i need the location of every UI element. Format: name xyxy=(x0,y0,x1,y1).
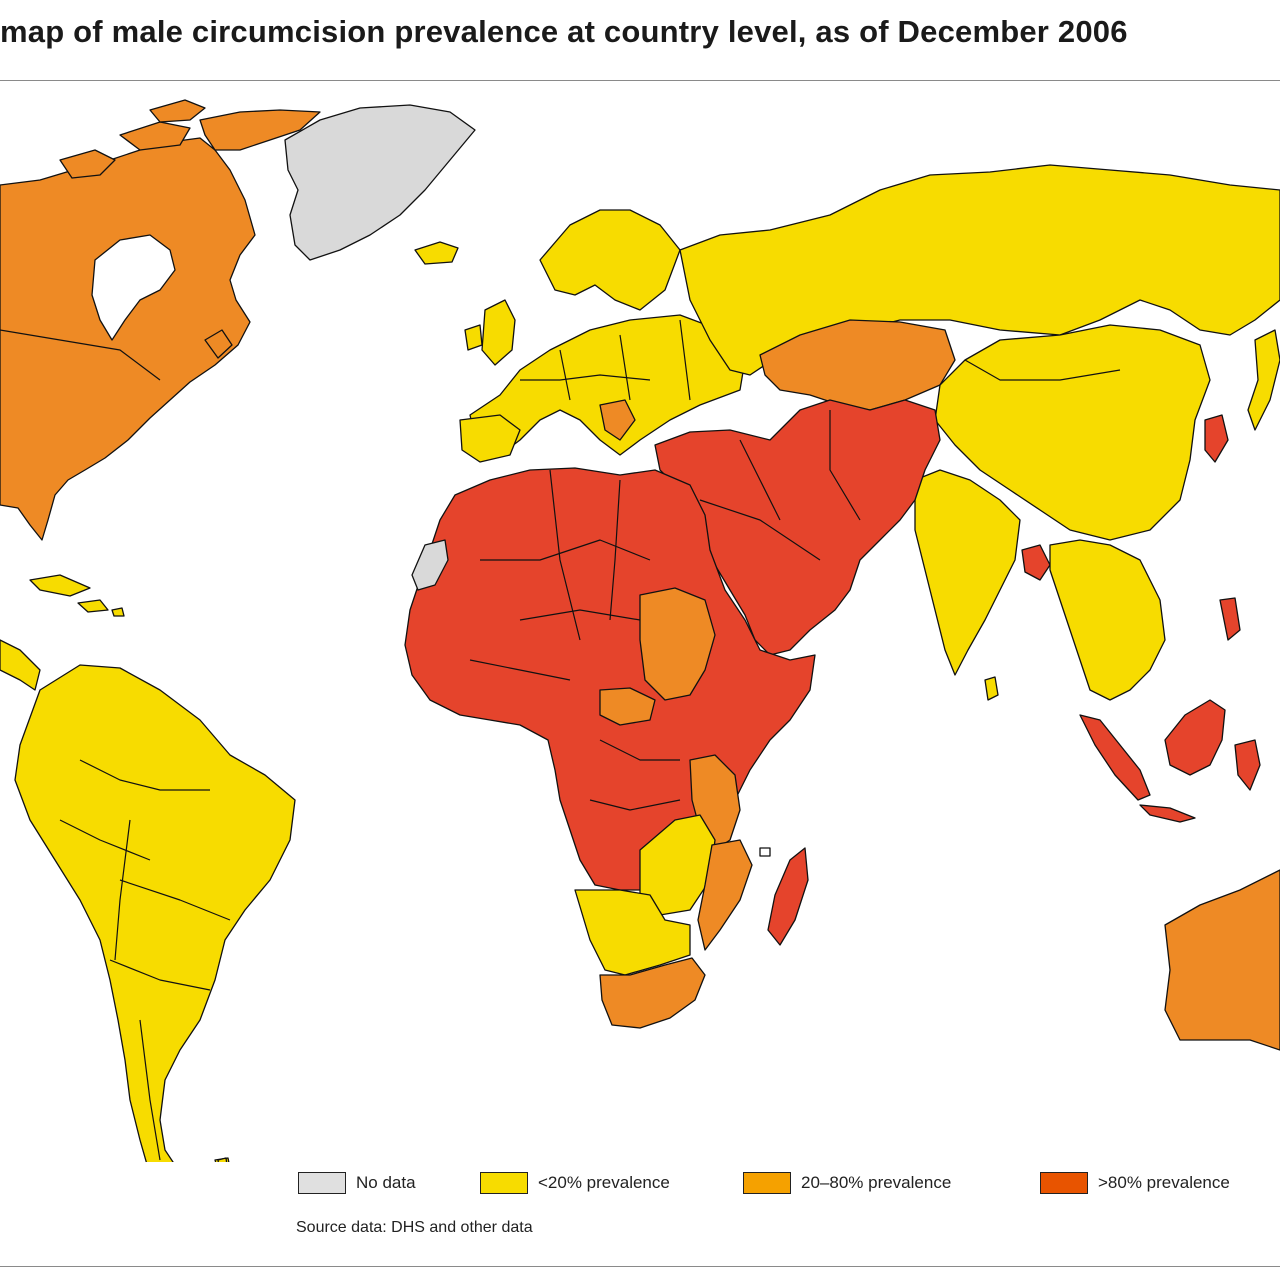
region-indonesia xyxy=(1079,597,1261,823)
region-newfoundland xyxy=(204,329,233,359)
region-india xyxy=(914,469,1021,676)
region-canadian-islands-2 xyxy=(119,121,191,151)
region-australia xyxy=(1164,869,1280,1051)
region-cuba xyxy=(29,574,91,597)
region-sulawesi xyxy=(1234,739,1261,791)
region-philippines xyxy=(1219,597,1241,641)
region-scandinavia xyxy=(539,209,681,311)
legend-item-mid: 20–80% prevalence xyxy=(743,1170,951,1196)
region-europe xyxy=(459,209,746,463)
legend-swatch-high xyxy=(1040,1172,1088,1194)
region-western-europe xyxy=(469,314,746,456)
region-baffin-island xyxy=(199,109,321,151)
region-small-island xyxy=(759,847,771,857)
region-kazakhstan xyxy=(759,319,956,411)
region-western-sahara xyxy=(411,539,449,591)
world-map xyxy=(0,99,1280,1162)
border-us-canada xyxy=(0,329,161,381)
region-south-africa xyxy=(599,957,706,1029)
map-legend: No data <20% prevalence 20–80% prevalenc… xyxy=(0,1170,1280,1200)
region-greenland xyxy=(284,104,476,261)
legend-item-no-data: No data xyxy=(298,1170,416,1196)
region-southeast-asia xyxy=(1049,539,1166,701)
top-rule xyxy=(0,80,1280,81)
region-canadian-islands-1 xyxy=(59,149,116,179)
region-hudson-bay xyxy=(91,234,176,341)
region-south-america-land xyxy=(14,664,296,1162)
region-hispaniola xyxy=(77,599,109,613)
region-japan xyxy=(1247,329,1280,431)
legend-item-high: >80% prevalence xyxy=(1040,1170,1230,1196)
legend-label-high: >80% prevalence xyxy=(1098,1173,1230,1192)
region-canadian-islands-3 xyxy=(149,99,206,123)
region-africa xyxy=(404,467,816,1029)
legend-swatch-low xyxy=(480,1172,528,1194)
bottom-rule xyxy=(0,1266,1280,1267)
legend-label-no-data: No data xyxy=(356,1173,416,1192)
region-central-america xyxy=(0,639,41,691)
region-madagascar xyxy=(767,847,809,946)
region-bangladesh xyxy=(1021,544,1051,581)
region-iberia xyxy=(459,414,521,463)
legend-label-low: <20% prevalence xyxy=(538,1173,670,1192)
source-note: Source data: DHS and other data xyxy=(296,1219,533,1236)
region-south-korea xyxy=(1204,414,1229,463)
region-southern-africa-low xyxy=(574,889,691,976)
region-ireland xyxy=(464,324,483,351)
legend-swatch-mid xyxy=(743,1172,791,1194)
legend-label-mid: 20–80% prevalence xyxy=(801,1173,952,1192)
region-british-isles xyxy=(481,299,516,366)
region-south-america xyxy=(14,664,296,1162)
legend-item-low: <20% prevalence xyxy=(480,1170,670,1196)
map-title: map of male circumcision prevalence at c… xyxy=(0,14,1128,49)
region-sri-lanka xyxy=(984,676,999,701)
region-sudan xyxy=(639,587,716,701)
region-borneo xyxy=(1164,699,1226,776)
region-iceland xyxy=(414,241,459,265)
region-caribbean-small xyxy=(111,607,125,617)
legend-swatch-no-data xyxy=(298,1172,346,1194)
region-north-america xyxy=(0,99,321,691)
region-java xyxy=(1139,804,1196,823)
region-sumatra xyxy=(1079,714,1151,801)
region-china xyxy=(934,324,1211,541)
region-central-african-rep xyxy=(599,687,656,726)
region-balkans-partial xyxy=(599,399,636,441)
region-small-island-2 xyxy=(217,1157,228,1162)
region-mozambique xyxy=(697,839,753,951)
